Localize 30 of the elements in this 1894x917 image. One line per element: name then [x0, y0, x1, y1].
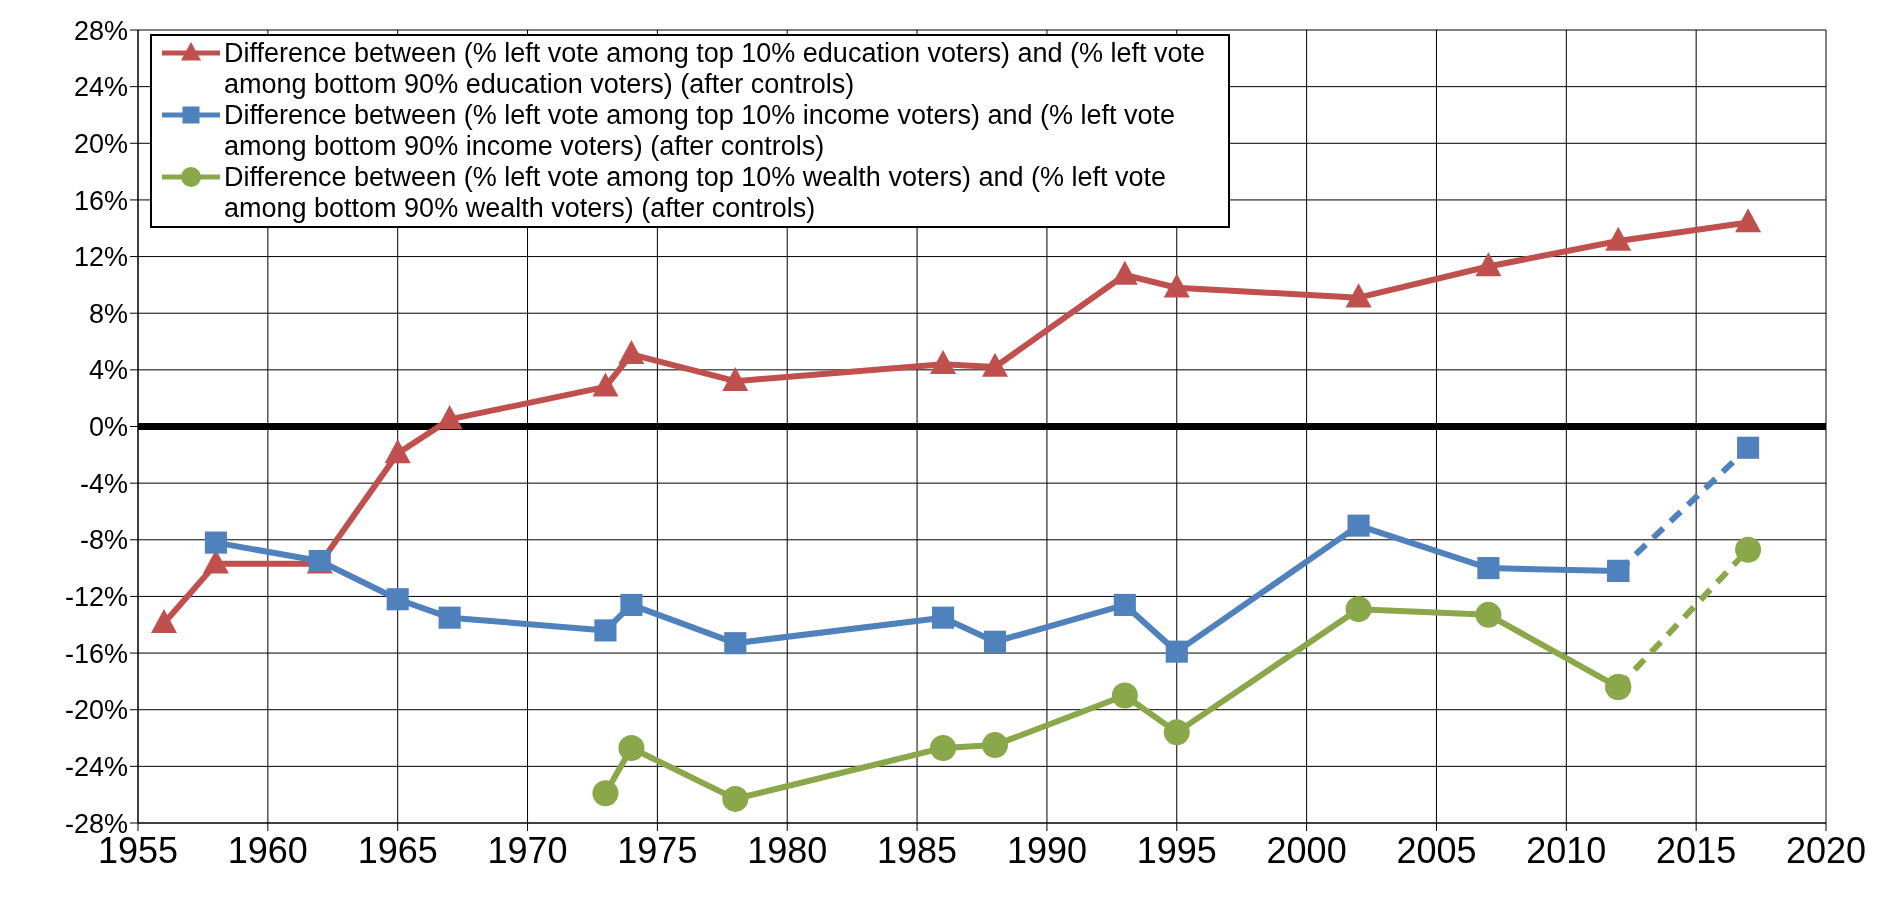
- legend-label: Difference between (% left vote among top 10% wealth voters) and (% left vote among bottom 90% wealth voters) (after controls): [224, 162, 1167, 224]
- y-tick-label: 12%: [73, 242, 128, 273]
- x-tick-label: 1990: [1006, 829, 1087, 871]
- x-tick-label: 2015: [1656, 829, 1737, 871]
- x-tick-label: 1985: [877, 829, 958, 871]
- y-tick-label: 24%: [73, 72, 128, 103]
- y-tick-label: -24%: [64, 751, 128, 782]
- y-tick-label: 4%: [88, 355, 128, 386]
- y-tick-label: 0%: [88, 412, 128, 443]
- y-tick-label: 20%: [73, 128, 128, 159]
- y-tick-label: 16%: [73, 185, 128, 216]
- y-tick-label: -8%: [79, 525, 128, 556]
- y-tick-label: 8%: [88, 298, 128, 329]
- y-tick-label: -20%: [64, 695, 128, 726]
- x-tick-label: 1970: [487, 829, 568, 871]
- y-tick-label: -16%: [64, 638, 128, 669]
- y-tick-label: -4%: [79, 468, 128, 499]
- x-tick-label: 1965: [357, 829, 438, 871]
- y-tick-label: -12%: [64, 582, 128, 613]
- x-tick-label: 2005: [1396, 829, 1477, 871]
- x-tick-label: 1975: [617, 829, 698, 871]
- x-tick-label: 2020: [1785, 829, 1867, 871]
- legend-label: Difference between (% left vote among top 10% education voters) and (% left vote among bottom 90% education voters) (after controls): [224, 38, 1207, 100]
- x-tick-label: 2010: [1526, 829, 1607, 871]
- x-tick-label: 1980: [747, 829, 828, 871]
- x-tick-label: 1960: [227, 829, 308, 871]
- x-tick-label: 1995: [1136, 829, 1217, 871]
- legend-label: Difference between (% left vote among top 10% income voters) and (% left vote among bottom 90% income voters) (after controls): [224, 100, 1176, 162]
- y-tick-label: 28%: [73, 15, 128, 46]
- x-tick-label: 2000: [1266, 829, 1347, 871]
